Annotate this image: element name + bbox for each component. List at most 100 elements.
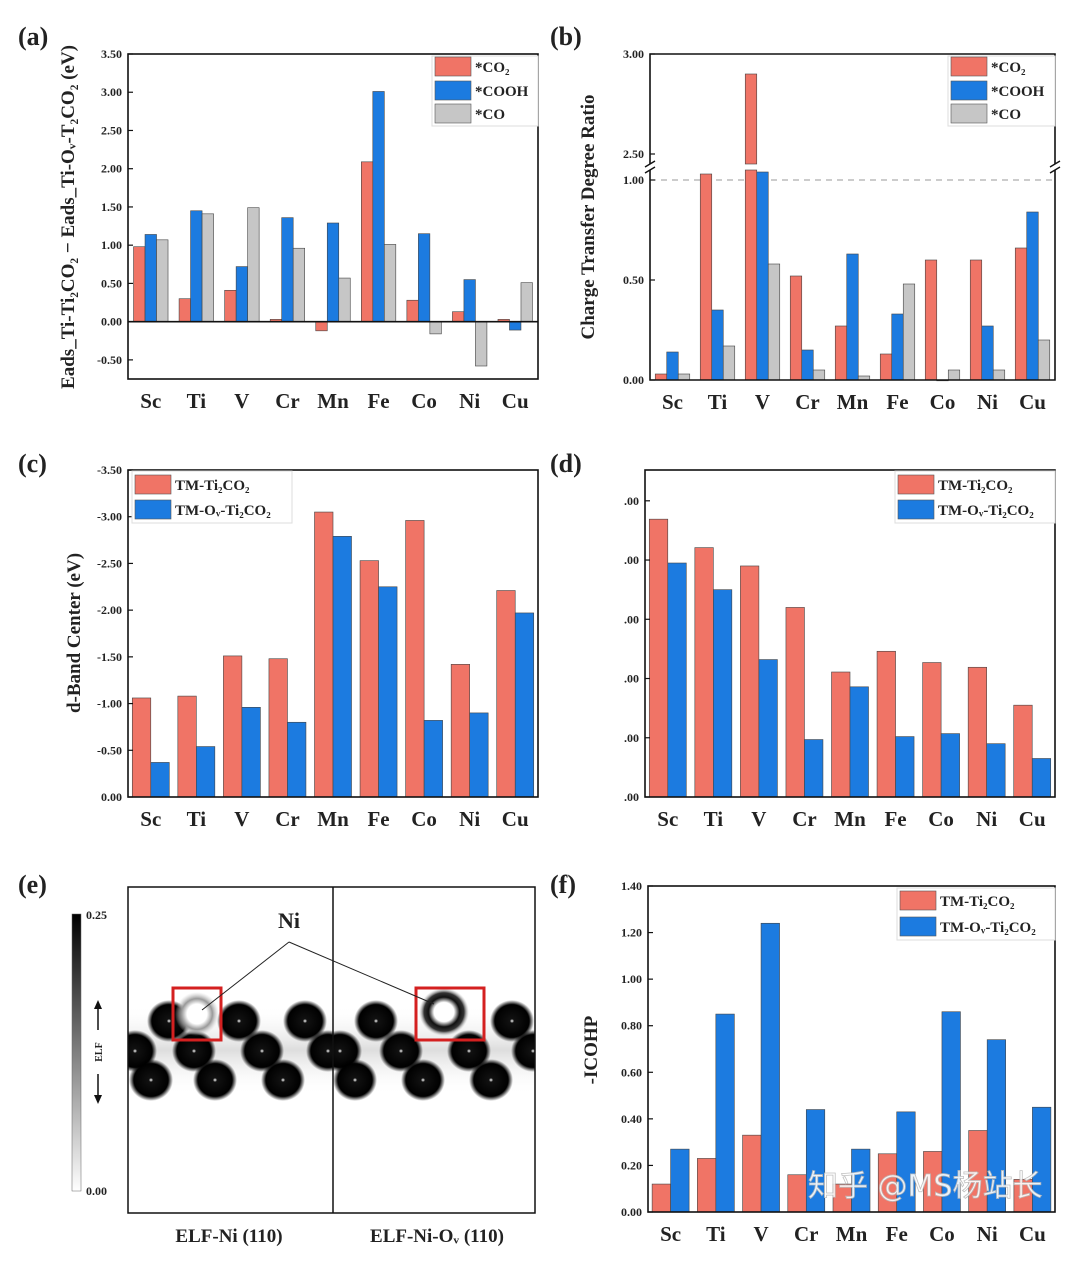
elf-frame <box>127 886 536 1214</box>
x-tick-label: Ni <box>977 1222 998 1246</box>
bar-fe-series-0 <box>361 161 374 322</box>
x-tick-label: Co <box>928 807 954 831</box>
bar-sc-series-1 <box>666 351 679 381</box>
y-tick-label: 3.00 <box>623 47 644 61</box>
legend-label: *COOH <box>475 84 529 100</box>
chart-a: (a) Eads_Ti-Ti₂CO₂ − Eads_Ti-Oᵥ-T₂CO₂ (eV… <box>18 22 539 413</box>
atom-density <box>333 1059 377 1101</box>
legend: TM-Ti₂CO₂ TM-Oᵥ-Ti₂CO₂ <box>131 470 293 524</box>
atom-density <box>490 1000 534 1042</box>
legend-swatch <box>899 916 937 937</box>
bar-sc-series-1 <box>144 234 157 322</box>
x-tick-label: V <box>234 389 249 413</box>
ni-pointer-left <box>201 941 290 1011</box>
bar-sc-series-2 <box>156 239 169 322</box>
bar-ti-series-0 <box>699 173 713 381</box>
bar-mn-series-0 <box>314 511 334 798</box>
colorbar-max-label: 0.25 <box>86 908 107 922</box>
ni-highlight-left <box>171 986 223 1042</box>
x-tick-label: Fe <box>886 390 908 414</box>
plot-frame <box>127 53 539 380</box>
bar-ti-series-0 <box>177 695 197 798</box>
bar-ti-series-2 <box>722 345 736 381</box>
plot-frame <box>127 469 539 798</box>
ni-highlight-right <box>414 986 486 1042</box>
legend-swatch <box>434 56 472 77</box>
x-tick-label: Fe <box>884 807 906 831</box>
y-tick-label: 0.60 <box>621 1065 642 1079</box>
legend-label: *CO₂ <box>991 60 1026 76</box>
colorbar-label: ELF <box>94 1042 105 1061</box>
bar-cu-series-1 <box>509 321 522 331</box>
bar-mn-series-0 <box>834 325 848 381</box>
bar-co-series-0 <box>405 520 425 798</box>
y-tick-label: 2.50 <box>623 147 644 161</box>
atom-density <box>129 1059 173 1101</box>
bar-v-series-0 <box>223 655 243 798</box>
legend: TM-Ti₂CO₂ TM-Oᵥ-Ti₂CO₂ <box>896 887 1056 941</box>
y-tick-label: 0.00 <box>623 373 644 387</box>
bar-ti-series-0 <box>694 547 714 798</box>
panel-tag: (b) <box>550 22 582 51</box>
panel-tag: (d) <box>550 449 582 478</box>
bar-sc-series-0 <box>651 1183 671 1213</box>
y-tick-label: -3.00 <box>97 510 122 524</box>
bar-v-series-2 <box>247 207 260 322</box>
ni-atom-density <box>419 988 469 1036</box>
bar-mn-series-1 <box>846 253 859 381</box>
legend-label: TM-Ti₂CO₂ <box>175 478 250 494</box>
bar-co-series-0 <box>922 662 942 798</box>
bar-cr-series-1 <box>281 217 294 322</box>
y-tick-label: .00 <box>624 612 639 626</box>
bar-fe-series-2 <box>902 283 916 381</box>
bar-v-series-0 <box>224 289 237 322</box>
chart-f: (f) -ICOHP 0.00 0.20 0.40 0.60 0.80 1.00 1.20 1.4… <box>550 870 1056 1246</box>
legend-label: *COOH <box>991 84 1045 100</box>
bar-cr-series-0 <box>787 1174 807 1213</box>
elf-map-right <box>333 988 535 1101</box>
y-tick-label: 1.50 <box>101 200 122 214</box>
y-tick-label: -3.50 <box>97 463 122 477</box>
legend-label: TM-Oᵥ-Ti₂CO₂ <box>175 503 271 519</box>
ni-annotation: Ni <box>278 908 300 933</box>
x-tick-label: V <box>234 807 249 831</box>
x-tick-label: V <box>755 390 770 414</box>
arrow-up-icon <box>94 1000 102 1030</box>
bar-v-series-1 <box>235 266 248 322</box>
y-tick-label: 0.50 <box>101 276 122 290</box>
bar-fe-series-0 <box>876 650 896 798</box>
x-tick-label: V <box>751 807 766 831</box>
bar-cr-series-1 <box>801 349 814 381</box>
x-tick-label: Mn <box>837 390 869 414</box>
arrow-down-icon <box>94 1074 102 1104</box>
y-tick-label: 0.50 <box>623 273 644 287</box>
bar-sc-series-0 <box>131 697 152 798</box>
bar-ni-series-1 <box>981 325 994 381</box>
bar-ni-series-0 <box>452 311 465 322</box>
x-tick-label: Cu <box>1019 1222 1046 1246</box>
legend-label: TM-Ti₂CO₂ <box>940 894 1015 910</box>
atom-density <box>401 1059 445 1101</box>
bar-fe-series-0 <box>359 560 379 798</box>
colorbar-min-label: 0.00 <box>86 1184 107 1198</box>
legend: *CO₂ *COOH *CO <box>947 55 1056 127</box>
panel-tag: (a) <box>18 22 48 51</box>
legend-swatch <box>899 890 937 911</box>
legend-swatch <box>434 103 472 124</box>
bar-sc-series-1 <box>667 562 687 798</box>
y-tick-label: 0.80 <box>621 1019 642 1033</box>
y-axis-label: Charge Transfer Degree Ratio <box>578 94 599 339</box>
bar-sc-series-1 <box>670 1148 690 1213</box>
x-tick-label: Cr <box>792 807 817 831</box>
bar-mn-series-2 <box>338 277 351 322</box>
x-tick-label: Ni <box>459 389 480 413</box>
x-tick-label: Ni <box>459 807 480 831</box>
y-tick-label: .00 <box>624 494 639 508</box>
x-tick-label: Cr <box>794 1222 819 1246</box>
y-tick-label: 1.00 <box>623 173 644 187</box>
axis-break-mark <box>1049 160 1061 174</box>
legend-swatch <box>897 499 935 520</box>
x-tick-label: Cr <box>275 807 300 831</box>
x-tick-label: Fe <box>367 807 389 831</box>
bar-sc-series-0 <box>648 518 669 798</box>
